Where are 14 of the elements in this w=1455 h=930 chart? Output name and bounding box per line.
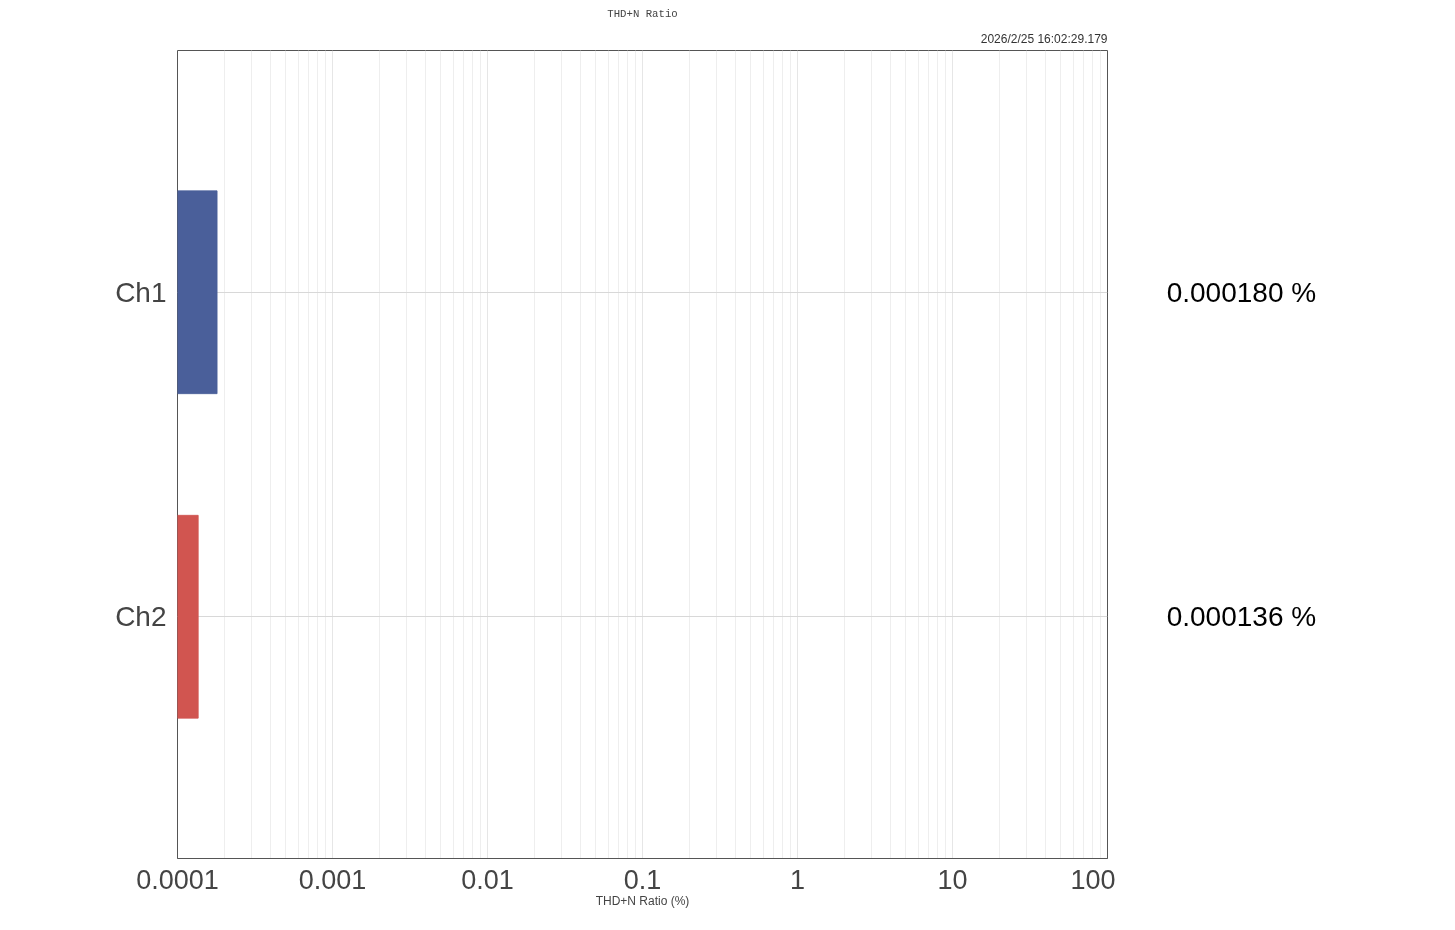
chart-title: THD+N Ratio — [607, 7, 678, 20]
data-label: 0.000136 % — [1166, 601, 1317, 633]
x-axis-title: THD+N Ratio (%) — [595, 893, 690, 908]
x-tick-label: 0.01 — [461, 864, 514, 895]
y-tick-label: Ch2 — [115, 601, 167, 633]
x-tick-label: 10 — [937, 864, 968, 895]
x-tick-label: 100 — [1070, 864, 1116, 895]
x-tick-label: 0.1 — [623, 864, 662, 895]
x-tick-label: 1 — [789, 864, 806, 895]
text: 2026/2/25 16:02:29.179 — [980, 31, 1108, 46]
data-label: 0.000180 % — [1166, 276, 1317, 308]
y-tick-label: Ch1 — [115, 276, 167, 308]
x-tick-label: 0.0001 — [136, 864, 219, 895]
x-tick-label: 0.001 — [298, 864, 367, 895]
